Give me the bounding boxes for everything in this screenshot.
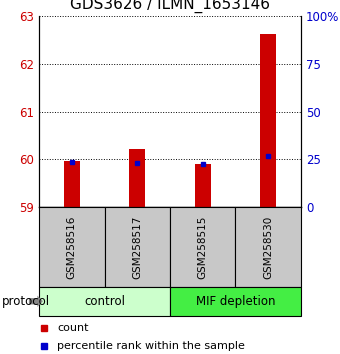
Bar [129,149,146,207]
Text: MIF depletion: MIF depletion [196,295,275,308]
Bar [194,164,211,207]
Text: GSM258530: GSM258530 [263,215,273,279]
Text: percentile rank within the sample: percentile rank within the sample [57,341,245,351]
Text: count: count [57,323,89,333]
Bar [104,207,170,287]
Bar [64,161,80,207]
Bar [170,287,301,316]
Bar [170,207,235,287]
Bar [39,287,170,316]
Bar [235,207,301,287]
Title: GDS3626 / ILMN_1653146: GDS3626 / ILMN_1653146 [70,0,270,13]
Text: control: control [84,295,125,308]
Text: GSM258515: GSM258515 [198,215,208,279]
Text: protocol: protocol [2,295,50,308]
Text: GSM258516: GSM258516 [67,215,77,279]
Bar [39,207,104,287]
Bar [260,34,276,207]
Text: GSM258517: GSM258517 [132,215,142,279]
